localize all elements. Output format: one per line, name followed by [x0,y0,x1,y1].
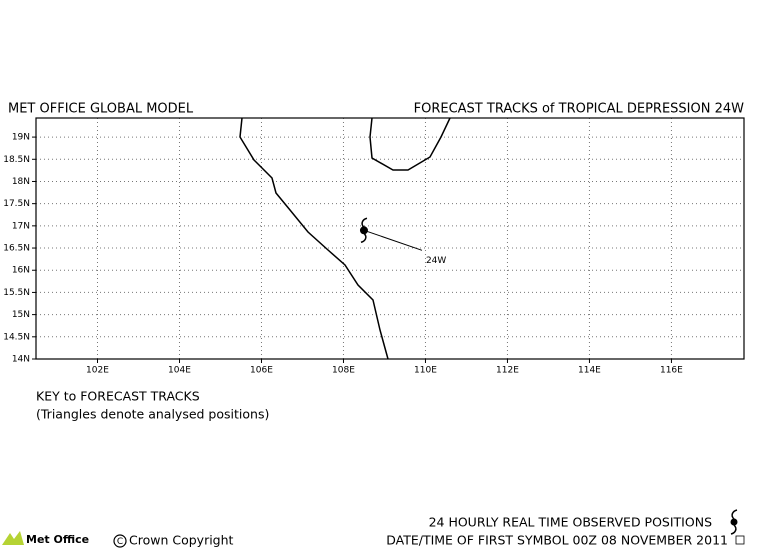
lat-tick-label: 15.5N [3,288,30,298]
copyright-c: C [117,537,123,547]
title-left: MET OFFICE GLOBAL MODEL [8,102,194,117]
lon-tick-label: 106E [250,366,273,376]
lat-tick-label: 18.5N [3,155,30,165]
storm-pointer [363,229,423,251]
grid: 102E 104E 106E 108E 110E 112E 114E 116E 14N 14.5N… [3,118,744,376]
lat-tick-label: 18N [12,177,30,187]
symbol-arms [730,509,738,535]
lon-tick-label: 116E [660,366,683,376]
logo-text: Met Office [26,533,89,546]
lat-tick-label: 15N [12,310,30,320]
storm-symbol-arms [360,217,368,244]
lon-tick-label: 110E [414,366,437,376]
corner-box [735,535,745,545]
lat-tick-label: 17.5N [3,199,30,209]
copyright: Crown Copyright [129,533,234,548]
lat-tick-label: 14N [12,355,30,365]
logo-mark [2,531,24,545]
lon-tick-label: 112E [496,366,519,376]
lat-tick-label: 16.5N [3,244,30,254]
first-symbol-note: DATE/TIME OF FIRST SYMBOL 00Z 08 NOVEMBE… [386,533,728,548]
observed-note: 24 HOURLY REAL TIME OBSERVED POSITIONS [429,515,713,530]
title-right: FORECAST TRACKS of TROPICAL DEPRESSION 2… [414,102,745,117]
lat-tick-label: 14.5N [3,332,30,342]
lat-tick-label: 17N [12,221,30,231]
met-office-logo: Met Office [2,531,89,546]
storm-label: 24W [426,256,446,266]
key-title: KEY to FORECAST TRACKS [36,389,200,404]
lon-tick-label: 102E [86,366,109,376]
legend-storm-symbol [730,509,738,535]
lat-tick-label: 19N [12,133,30,143]
coastline [239,117,389,360]
lat-tick-label: 16N [12,266,30,276]
storm-group: 24W [359,217,446,266]
storm-position [359,226,368,235]
copyright-symbol [113,534,127,548]
symbol-core [730,518,738,526]
lon-tick-label: 108E [332,366,355,376]
key-note: (Triangles denote analysed positions) [36,407,269,422]
coastline [369,117,451,171]
lon-tick-label: 104E [168,366,191,376]
lon-tick-label: 114E [578,366,601,376]
map-frame [35,117,745,360]
